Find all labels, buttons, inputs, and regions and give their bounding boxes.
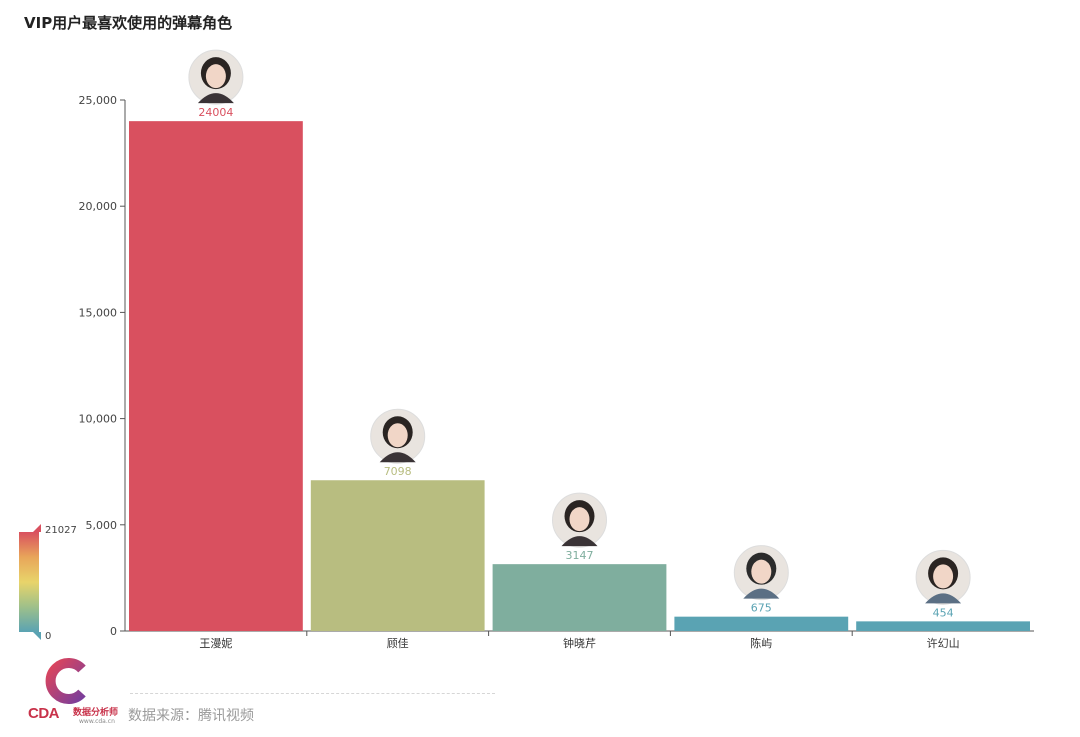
avatar-xu-huanshan-icon bbox=[915, 549, 971, 605]
x-tick-label: 顾佳 bbox=[387, 636, 409, 650]
bar-2 bbox=[310, 480, 485, 631]
visual-map-legend: 21027 0 bbox=[19, 524, 77, 642]
bar-1 bbox=[129, 121, 303, 632]
bar-5 bbox=[856, 621, 1030, 631]
logo-url: www.cda.cn bbox=[79, 718, 115, 725]
y-tick-label: 20,000 bbox=[79, 200, 118, 213]
avatar-gu-jia-icon bbox=[370, 408, 426, 464]
logo-text: CDA bbox=[28, 705, 60, 722]
data-label: 3147 bbox=[566, 549, 594, 562]
y-tick-label: 0 bbox=[110, 625, 117, 638]
visual-map-min-label: 0 bbox=[45, 631, 51, 642]
footer-divider bbox=[130, 693, 495, 694]
bar-4 bbox=[674, 616, 849, 631]
chart-title: VIP用户最喜欢使用的弹幕角色 bbox=[24, 14, 233, 32]
data-label: 454 bbox=[933, 606, 954, 619]
visual-map-max-label: 21027 bbox=[45, 525, 77, 536]
avatar-wang-manni-icon bbox=[188, 49, 244, 105]
visual-map-handle-top-icon bbox=[33, 524, 41, 532]
y-tick-label: 10,000 bbox=[79, 413, 118, 426]
y-tick-label: 15,000 bbox=[79, 306, 118, 319]
bar-3 bbox=[492, 564, 667, 631]
visual-map-handle-bottom-icon bbox=[33, 632, 41, 640]
bar-chart: 0 5,000 10,000 15,000 20,000 25,000 王漫妮 24004 顾佳… bbox=[79, 49, 1034, 650]
avatar-zhong-xiaoqin-icon bbox=[552, 492, 607, 548]
avatar-chen-yu-icon bbox=[733, 545, 789, 601]
data-label: 7098 bbox=[384, 465, 412, 478]
x-tick-label: 许幻山 bbox=[927, 637, 960, 650]
cda-logo-icon bbox=[45, 658, 86, 704]
data-source: 数据来源：腾讯视频 bbox=[128, 708, 254, 724]
x-tick-label: 钟晓芹 bbox=[563, 636, 596, 650]
footer: CDA 数据分析师 www.cda.cn 数据来源：腾讯视频 bbox=[0, 655, 520, 735]
x-tick-label: 陈屿 bbox=[750, 636, 772, 650]
data-label: 675 bbox=[751, 602, 772, 615]
x-tick-label: 王漫妮 bbox=[199, 636, 232, 650]
data-label: 24004 bbox=[198, 106, 233, 119]
visual-map-bar bbox=[19, 532, 39, 632]
y-tick-label: 5,000 bbox=[86, 519, 118, 532]
y-tick-label: 25,000 bbox=[79, 94, 118, 107]
logo-subtitle: 数据分析师 bbox=[73, 708, 119, 718]
